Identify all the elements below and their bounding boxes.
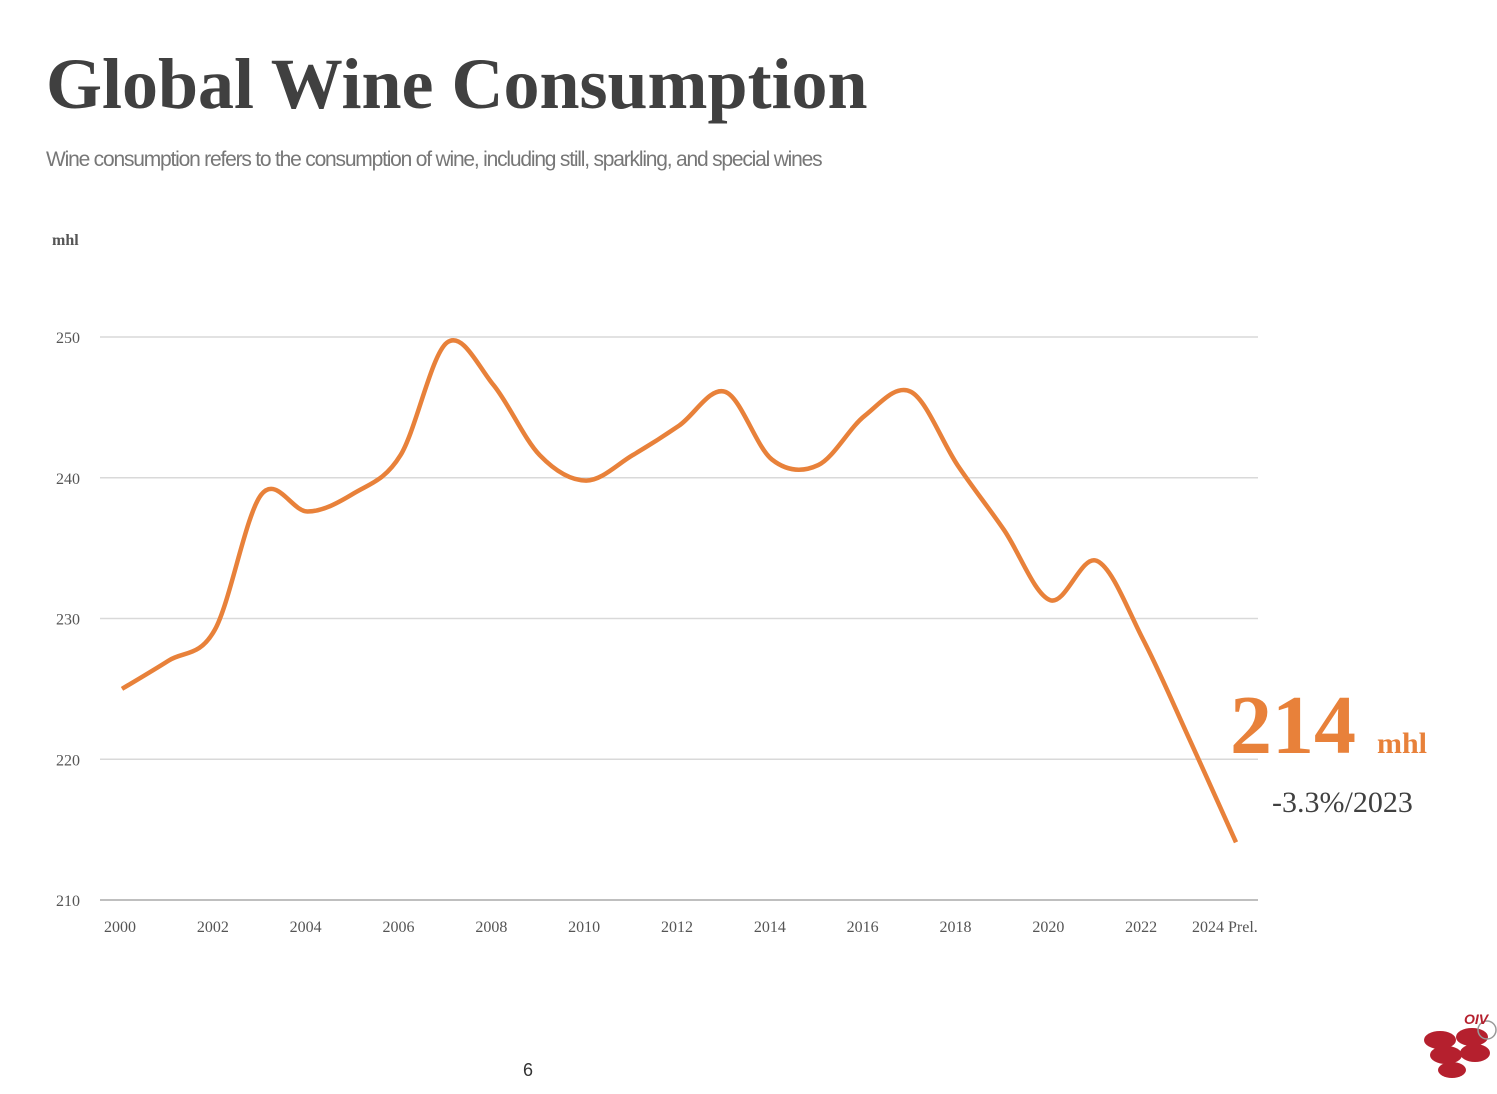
x-tick-label: 2006	[383, 919, 415, 936]
plot: 210 220 230 240 250 2000 2002 2004 2006 2008 2010 2…	[56, 330, 1258, 936]
annotation-value: 214	[1230, 679, 1356, 772]
x-tick-label: 2002	[197, 919, 229, 936]
y-axis-label: mhl	[52, 232, 79, 249]
y-tick-label: 220	[56, 752, 80, 769]
x-tick-label: 2020	[1032, 919, 1064, 936]
y-tick-label: 210	[56, 893, 80, 910]
x-tick-label: 2018	[940, 919, 972, 936]
x-tick-label: 2024 Prel.	[1192, 919, 1258, 936]
y-tick-label: 230	[56, 612, 80, 629]
x-tick-label: 2014	[754, 919, 786, 936]
annotation-change: -3.3%/2023	[1272, 786, 1413, 819]
annotation-unit: mhl	[1377, 727, 1427, 760]
x-tick-label: 2012	[661, 919, 693, 936]
x-tick-label: 2000	[104, 919, 136, 936]
x-tick-label: 2010	[568, 919, 600, 936]
x-tick-label: 2008	[475, 919, 507, 936]
x-tick-label: 2016	[847, 919, 879, 936]
chart-title: Global Wine Consumption	[46, 44, 868, 124]
logo-text: OIV	[1464, 1011, 1490, 1027]
x-tick-label: 2022	[1125, 919, 1157, 936]
chart-subtitle: Wine consumption refers to the consumpti…	[46, 148, 822, 171]
x-tick-label: 2004	[290, 919, 322, 936]
y-tick-label: 240	[56, 471, 80, 488]
y-tick-label: 250	[56, 330, 80, 347]
page-number: 6	[523, 1060, 533, 1080]
logo: OIV	[1424, 1011, 1497, 1078]
data-line	[120, 338, 1239, 844]
